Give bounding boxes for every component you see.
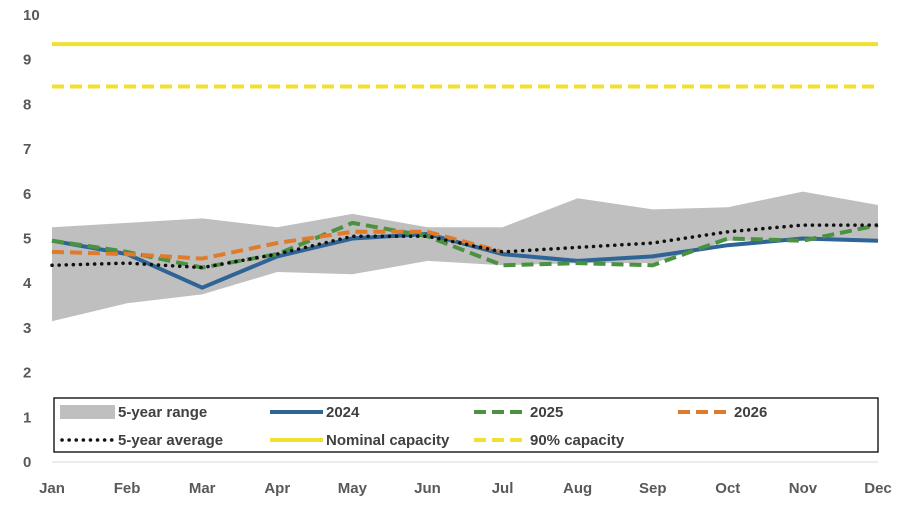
y-tick-label: 0 [23,454,31,471]
y-tick-label: 9 [23,52,31,69]
y-tick-label: 10 [23,7,40,24]
x-tick-label: Sep [639,480,667,497]
x-tick-label: Oct [715,480,740,497]
plot-area [50,42,880,322]
x-tick-label: Mar [189,480,216,497]
y-tick-label: 7 [23,141,31,158]
y-axis-tick-labels: 0 1 2 3 4 5 6 7 8 9 10 [23,7,40,471]
x-tick-label: Jul [492,480,514,497]
legend: 5-year range 2024 2025 2026 5-year average No… [53,397,879,453]
legend-swatch-5-year-range [60,405,115,419]
x-tick-label: Dec [864,480,892,497]
series-line-2026 [51,229,504,261]
range-band-5-year-range [52,191,878,322]
legend-label-nominal-capacity: Nominal capacity [326,432,450,449]
x-tick-label: Jun [414,480,441,497]
x-axis-tick-labels: Jan Feb Mar Apr May Jun Jul Aug Sep Oct Nov Dec [39,480,892,497]
legend-label-2026: 2026 [734,404,767,421]
y-tick-label: 5 [23,231,31,248]
y-tick-label: 2 [23,365,31,382]
legend-box [53,397,879,453]
legend-label-2025: 2025 [530,404,563,421]
legend-label-90pct-capacity: 90% capacity [530,432,625,449]
x-tick-label: May [338,480,368,497]
series-line-2025 [51,220,879,270]
y-tick-label: 3 [23,320,31,337]
y-tick-label: 8 [23,96,31,113]
x-tick-label: Jan [39,480,65,497]
y-tick-label: 4 [23,275,32,292]
legend-label-5-year-average: 5-year average [118,432,223,449]
x-tick-label: Feb [114,480,141,497]
series-line-5-year-average [50,223,880,270]
legend-label-5-year-range: 5-year range [118,404,207,421]
y-tick-label: 1 [23,409,31,426]
y-tick-label: 6 [23,186,31,203]
x-tick-label: Aug [563,480,592,497]
x-tick-label: Nov [789,480,818,497]
x-tick-label: Apr [264,480,290,497]
legend-label-2024: 2024 [326,404,360,421]
